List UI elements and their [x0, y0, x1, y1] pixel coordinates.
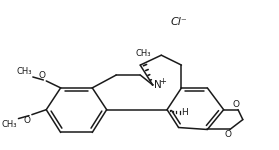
Text: O: O	[233, 100, 240, 109]
Text: CH₃: CH₃	[135, 49, 151, 58]
Text: O: O	[24, 116, 31, 125]
Text: O: O	[38, 71, 45, 80]
Text: H: H	[181, 108, 188, 117]
Text: CH₃: CH₃	[2, 120, 18, 129]
Text: CH₃: CH₃	[16, 67, 32, 76]
Text: Cl⁻: Cl⁻	[170, 18, 187, 27]
Text: N: N	[154, 80, 161, 90]
Text: +: +	[159, 77, 166, 86]
Text: O: O	[225, 130, 232, 140]
